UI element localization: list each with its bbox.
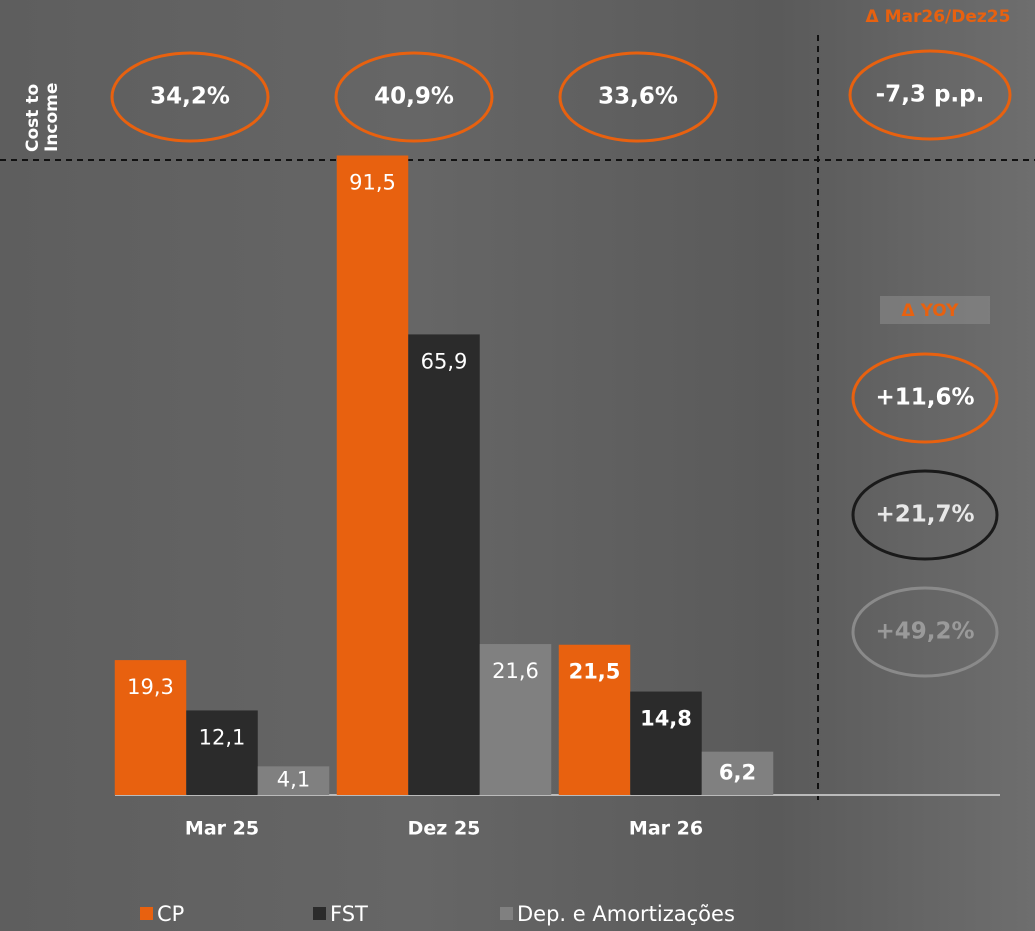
bar [337,155,409,795]
value-label: 19,3 [127,675,174,699]
value-label: 14,8 [640,707,692,731]
kpi-value: +49,2% [875,619,974,645]
yoy-title: Δ YOY [902,301,960,321]
value-label: 21,5 [569,660,621,684]
x-tick-label: Mar 25 [185,818,259,840]
value-label: 91,5 [349,170,396,194]
legend-swatch [500,907,513,920]
value-label: 21,6 [492,659,539,683]
delta-title: Δ Mar26/Dez25 [866,7,1011,27]
x-tick-label: Dez 25 [408,818,481,840]
kpi-value: 33,6% [598,84,678,110]
kpi-value: +11,6% [875,385,974,411]
kpi-value: -7,3 p.p. [876,82,985,108]
legend-label: Dep. e Amortizações [517,902,735,926]
cost-to-income-label: Cost to Income [24,42,62,152]
legend-swatch [140,907,153,920]
value-label: 12,1 [199,725,246,749]
bar [186,710,258,795]
chart: Δ Mar26/Dez25 Δ YOY Mar 25 19,3 12,1 4,1 Dez… [0,0,1035,931]
legend-label: CP [157,902,184,926]
legend-swatch [313,907,326,920]
kpi-value: +21,7% [875,502,974,528]
kpi-value: 34,2% [150,84,230,110]
page: Δ Mar26/Dez25 Δ YOY Mar 25 19,3 12,1 4,1 Dez… [0,0,1035,931]
kpi-value: 40,9% [374,84,454,110]
value-label: 4,1 [277,768,310,792]
bar [408,334,480,795]
x-tick-label: Mar 26 [629,818,703,840]
value-label: 6,2 [719,760,756,784]
legend-label: FST [330,902,368,926]
value-label: 65,9 [421,349,468,373]
